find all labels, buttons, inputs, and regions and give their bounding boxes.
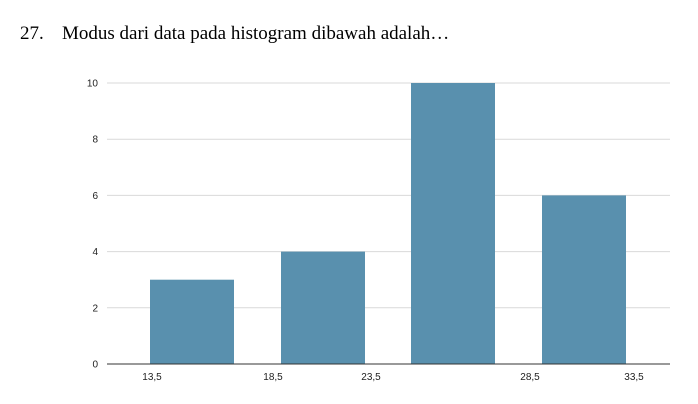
y-tick-label: 8 — [92, 135, 98, 146]
bar-4 — [542, 195, 626, 364]
y-tick-labels: 0 2 4 6 8 10 — [87, 79, 99, 371]
question-number: 27. — [20, 23, 44, 44]
x-tick-label: 18,5 — [263, 372, 283, 383]
question: 27. Modus dari data pada histogram dibawa… — [20, 23, 449, 45]
bars — [150, 83, 626, 364]
bar-2 — [281, 251, 365, 364]
x-tick-labels: 13,5 18,5 23,5 28,5 33,5 — [142, 372, 644, 383]
y-tick-label: 6 — [92, 191, 98, 202]
x-tick-label: 23,5 — [361, 372, 381, 383]
question-text: Modus dari data pada histogram dibawah a… — [62, 23, 450, 44]
y-tick-label: 0 — [92, 360, 98, 371]
x-tick-label: 28,5 — [520, 372, 540, 383]
y-tick-label: 10 — [87, 79, 99, 90]
bar-1 — [150, 279, 234, 364]
x-tick-label: 13,5 — [142, 372, 162, 383]
y-tick-label: 2 — [92, 303, 98, 314]
x-tick-label: 33,5 — [624, 372, 644, 383]
y-tick-label: 4 — [92, 247, 98, 258]
bar-3 — [411, 83, 495, 364]
